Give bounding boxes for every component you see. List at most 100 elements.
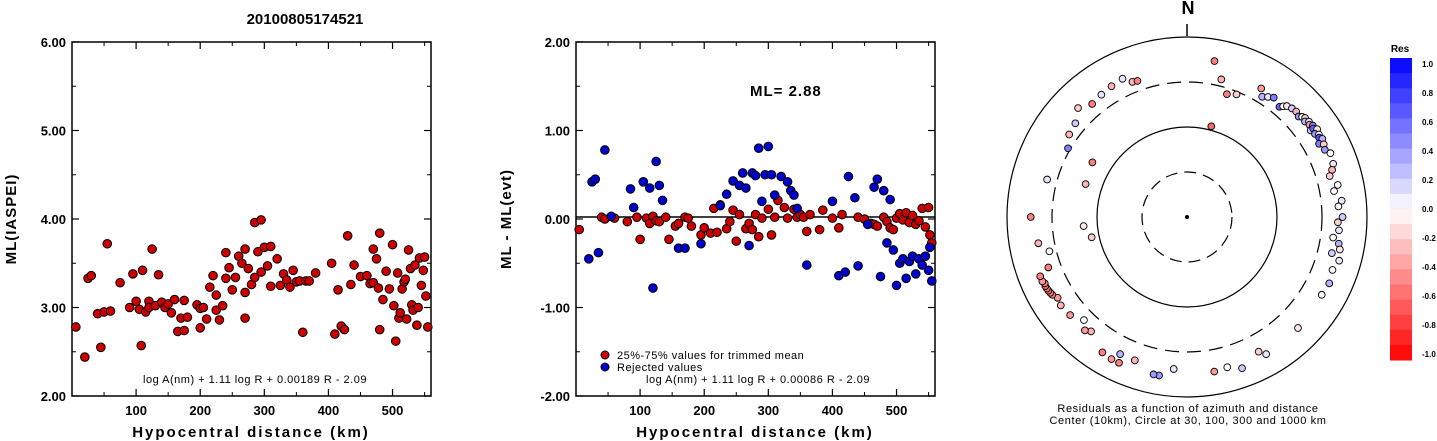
rejected-point [827, 196, 838, 207]
data-point [198, 302, 209, 313]
data-point [304, 276, 314, 286]
data-point [124, 302, 135, 313]
panel-2-ticks: -2.00 -1.00 0.00 1.00 2.00 100 200 300 400 500 [540, 35, 935, 418]
rejected-point [654, 180, 665, 191]
rejected-point [789, 190, 799, 200]
data-point [699, 223, 710, 233]
residual-point [1087, 233, 1096, 242]
x-tick-label: 400 [318, 403, 340, 418]
colorbar-title: Res [1391, 44, 1410, 55]
legend-kept-marker [600, 350, 610, 360]
data-point [86, 270, 97, 281]
data-point [136, 340, 147, 351]
polar-caption-1: Residuals as a function of azimuth and d… [1057, 403, 1318, 415]
data-point [221, 247, 231, 258]
colorbar-swatch [1390, 209, 1412, 225]
residual-point [1065, 130, 1074, 139]
data-point [801, 226, 812, 237]
data-point [243, 263, 254, 274]
data-point [224, 262, 234, 273]
residual-point [1169, 365, 1178, 373]
x-tick-label: 400 [822, 403, 844, 418]
data-point [195, 323, 206, 333]
residual-point [1294, 324, 1302, 332]
residual-point [1257, 84, 1266, 93]
residual-point [1074, 104, 1082, 112]
colorbar-tick-label: 0.6 [1422, 118, 1434, 127]
rejected-point [625, 184, 636, 194]
residual-point [1325, 279, 1334, 288]
rejected-point [651, 156, 661, 167]
data-point [421, 291, 431, 301]
residual-point [1334, 218, 1342, 227]
data-point [395, 308, 406, 318]
data-point [374, 228, 385, 238]
data-point [401, 314, 412, 324]
ring-100km [1096, 126, 1278, 308]
data-point [378, 294, 388, 305]
residual-point [1115, 358, 1123, 367]
data-point [349, 260, 359, 270]
colorbar-swatch [1390, 88, 1412, 104]
data-point [214, 315, 225, 325]
rejected-point [750, 170, 761, 181]
data-point [888, 224, 899, 235]
rejected-point [721, 189, 732, 200]
data-point [403, 245, 414, 255]
data-point [413, 302, 423, 313]
data-point [163, 299, 173, 309]
ring-30km [1141, 171, 1233, 263]
residual-point [1333, 181, 1342, 189]
data-point [920, 222, 931, 232]
colorbar-tick-label: -1.0 [1422, 350, 1436, 359]
data-point [102, 238, 113, 249]
residual-point [1116, 350, 1124, 358]
data-point [179, 325, 189, 336]
residual-point [1066, 311, 1074, 319]
colorbar-tick-label: 1.0 [1422, 60, 1434, 69]
data-point [422, 322, 433, 332]
colorbar-swatch [1390, 269, 1412, 285]
data-point [310, 268, 321, 278]
residual-point [1328, 266, 1337, 274]
residual-point [1320, 145, 1329, 154]
residual-point [1056, 301, 1065, 310]
panel-1-xlabel: Hypocentral distance (km) [132, 424, 370, 441]
data-point [166, 308, 177, 318]
residual-point [1043, 175, 1051, 184]
residual-point [1098, 348, 1107, 357]
rejected-point [792, 203, 802, 214]
colorbar-swatch [1390, 118, 1412, 134]
panel-2-xlabel: Hypocentral distance (km) [636, 424, 874, 441]
residual-point [1044, 263, 1053, 272]
colorbar-tick-label: -0.6 [1422, 292, 1436, 301]
residual-point [1330, 187, 1338, 195]
rejected-point [737, 168, 748, 178]
data-point [410, 260, 420, 270]
rejected-point [891, 280, 902, 291]
residual-point [1223, 90, 1231, 99]
colorbar-swatch [1390, 148, 1412, 165]
colorbar-swatch [1390, 193, 1412, 210]
data-point [782, 213, 793, 223]
colorbar-tick-label: 0.8 [1422, 89, 1434, 98]
residual-point [1325, 172, 1334, 180]
data-point [265, 241, 276, 252]
data-point [285, 282, 295, 292]
rejected-point [925, 242, 935, 253]
residual-point [1130, 356, 1139, 365]
x-tick-label: 500 [382, 403, 404, 418]
data-point [211, 305, 222, 315]
data-point [256, 215, 266, 225]
ring-1000km [1006, 36, 1368, 398]
data-point [390, 336, 401, 346]
y-tick-label: 1.00 [545, 124, 570, 139]
rejected-point [584, 254, 594, 264]
data-point [712, 227, 722, 238]
colorbar-swatch [1390, 224, 1412, 240]
colorbar-swatch [1390, 314, 1412, 331]
y-tick-label: 2.00 [41, 389, 66, 404]
residual-point [1118, 74, 1127, 83]
residual-point [1238, 364, 1246, 373]
